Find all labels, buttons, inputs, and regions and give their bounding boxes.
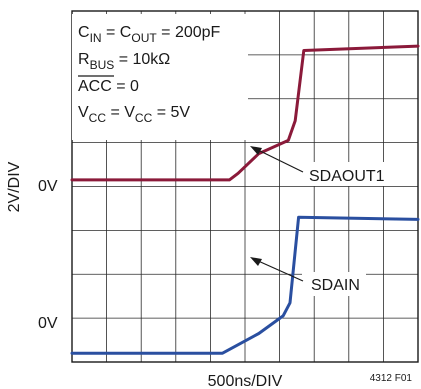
condition-acc: ACC = 0 — [78, 78, 139, 95]
figure-id: 4312 F01 — [370, 373, 413, 384]
sdaout1-label-bg — [302, 162, 388, 186]
condition-rbus: RBUS = 10kΩ — [78, 51, 170, 72]
grid — [71, 10, 419, 363]
condition-cin-cout: CIN = COUT = 200pF — [78, 24, 221, 45]
annotations: SDAOUT1 SDAIN — [250, 146, 388, 296]
sdaout1-arrowhead — [250, 146, 262, 155]
trace-sdaout1 — [70, 44, 420, 182]
sdaout1-label: SDAOUT1 — [309, 168, 385, 185]
condition-vcc: VCC = VCC = 5V — [78, 104, 190, 125]
sdain-pointer — [255, 259, 304, 282]
conditions-background — [72, 14, 248, 140]
zero-marker-bottom: 0V — [38, 315, 58, 332]
y-axis-label: 2V/DIV — [6, 161, 23, 212]
plot-border — [71, 10, 419, 363]
trace-sdain — [70, 215, 420, 355]
sdain-arrowhead — [250, 257, 262, 266]
traces — [70, 44, 420, 355]
sdaout1-pointer — [255, 148, 304, 173]
sdain-label: SDAIN — [311, 277, 360, 294]
sdain-label-bg — [302, 272, 366, 296]
zero-marker-top: 0V — [38, 178, 58, 195]
x-axis-label: 500ns/DIV — [208, 373, 283, 389]
